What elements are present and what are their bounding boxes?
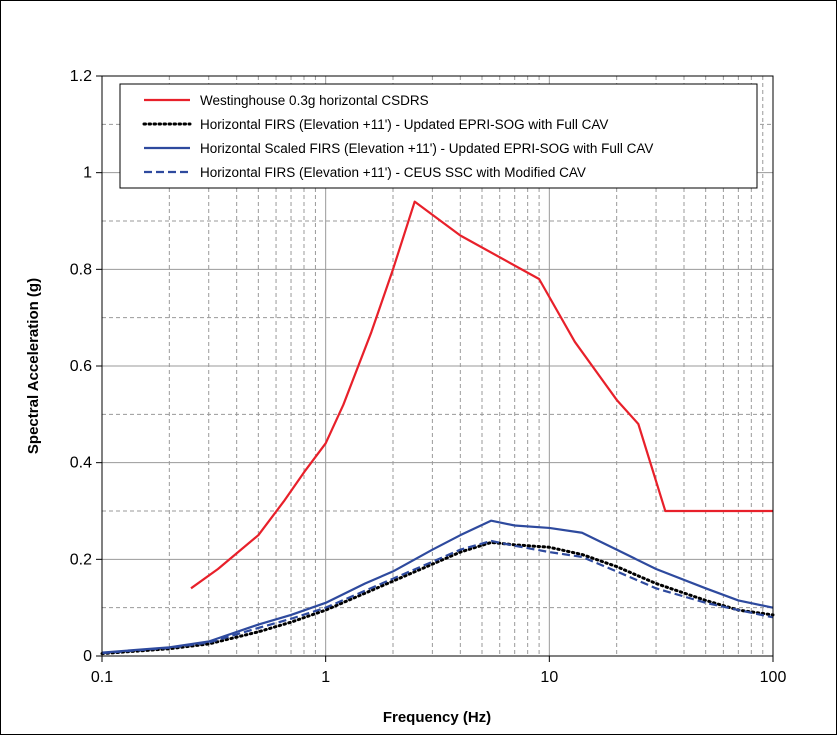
y-tick-label: 0.2 [70, 551, 92, 568]
axes: 0 0.2 0.4 0.6 0.8 1 1.2 0.1 1 10 100 [70, 68, 787, 686]
legend-box [119, 83, 758, 189]
y-tick-label: 0.4 [70, 455, 92, 472]
x-axis-title: Frequency (Hz) [383, 709, 491, 726]
legend: Westinghouse 0.3g horizontal CSDRS Horizo… [119, 83, 758, 189]
y-tick-label: 0 [83, 648, 92, 665]
y-tick-label: 1.2 [70, 68, 92, 85]
series-line-1 [190, 200, 773, 590]
series-line-3 [101, 519, 774, 654]
series-group [100, 200, 775, 656]
series-line-4 [101, 539, 774, 655]
legend-label-1: Westinghouse 0.3g horizontal CSDRS [200, 93, 429, 108]
legend-label-4: Horizontal FIRS (Elevation +11') - CEUS … [200, 165, 586, 180]
x-tick-label: 0.1 [91, 669, 113, 686]
x-tick-label: 1 [321, 669, 330, 686]
y-axis-title: Spectral Acceleration (g) [25, 278, 42, 454]
x-tick-label: 10 [540, 669, 558, 686]
y-tick-label: 0.6 [70, 358, 92, 375]
y-tick-label: 0.8 [70, 261, 92, 278]
legend-label-2: Horizontal FIRS (Elevation +11') - Updat… [200, 117, 608, 132]
legend-label-3: Horizontal Scaled FIRS (Elevation +11') … [200, 141, 653, 156]
y-tick-label: 1 [83, 165, 92, 182]
series-line-2 [100, 540, 775, 656]
x-tick-label: 100 [760, 669, 787, 686]
